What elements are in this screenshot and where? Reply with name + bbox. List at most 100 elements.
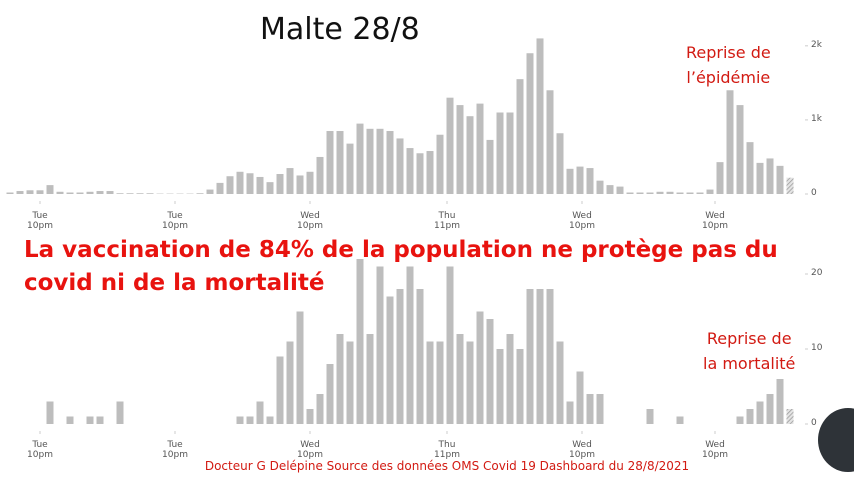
bar [396, 138, 404, 194]
bar [486, 139, 494, 194]
bar [266, 416, 274, 424]
bar [516, 349, 524, 424]
x-tick-label: Wed 10pm [297, 211, 323, 231]
bar [746, 142, 754, 194]
bar [686, 192, 694, 194]
annotation: Reprise de la mortalité [703, 329, 796, 373]
bar [756, 162, 764, 194]
bar [556, 341, 564, 424]
bar [96, 416, 104, 424]
bar [116, 193, 124, 194]
bar [486, 319, 494, 424]
bar [516, 79, 524, 194]
bar [106, 191, 114, 194]
bar [576, 166, 584, 194]
x-tick-label: Tue 10pm [162, 440, 188, 460]
bar [266, 182, 274, 194]
bar [316, 156, 324, 194]
bar [376, 266, 384, 424]
bar [596, 180, 604, 194]
bar [466, 341, 474, 424]
bar [776, 379, 784, 424]
bar [746, 409, 754, 424]
y-tick-label: 0 [811, 418, 817, 428]
x-tick-label: Wed 10pm [702, 440, 728, 460]
bar [336, 334, 344, 424]
bar [506, 334, 514, 424]
x-tick-label: Thu 11pm [434, 440, 460, 460]
y-tick-label: 2k [811, 39, 822, 50]
y-tick-label: 1k [811, 113, 822, 124]
bar [586, 394, 594, 424]
bar [476, 311, 484, 424]
bar [776, 165, 784, 194]
bar [66, 192, 74, 194]
bar [566, 401, 574, 424]
bar [126, 193, 134, 194]
headline: La vaccination de 84% de la population n… [24, 237, 778, 296]
bar [546, 90, 554, 194]
bar [506, 112, 514, 194]
bar [676, 192, 684, 194]
bar [236, 416, 244, 424]
bar [56, 191, 64, 194]
bar [116, 401, 124, 424]
bar [376, 128, 384, 194]
chart-title: Malte 28/8 [260, 12, 420, 47]
bar [496, 349, 504, 424]
bar [696, 192, 704, 194]
bar [236, 171, 244, 194]
bar [356, 123, 364, 194]
bar [676, 416, 684, 424]
bar [306, 171, 314, 194]
bar [66, 416, 74, 424]
bar [786, 177, 794, 194]
bar [736, 416, 744, 424]
bar [6, 192, 14, 194]
bar [656, 191, 664, 194]
bar [306, 409, 314, 424]
bar [536, 38, 544, 195]
bar [726, 90, 734, 194]
bar [436, 341, 444, 424]
bar [256, 401, 264, 424]
x-tick-label: Tue 10pm [27, 211, 53, 231]
bar [316, 394, 324, 424]
bar [46, 401, 54, 424]
bar [426, 341, 434, 424]
bar [246, 173, 254, 194]
bar [556, 133, 564, 194]
bar [366, 334, 374, 424]
bar [706, 189, 714, 194]
bar [786, 409, 794, 424]
bar [246, 416, 254, 424]
bar [626, 192, 634, 194]
bar [366, 128, 374, 194]
bar [406, 148, 414, 194]
bar [276, 356, 284, 424]
bar [256, 176, 264, 194]
bar [566, 168, 574, 194]
bar [286, 168, 294, 194]
bar [276, 173, 284, 194]
bar [496, 112, 504, 194]
x-tick-label: Wed 10pm [702, 211, 728, 231]
bar [76, 192, 84, 194]
bar [646, 192, 654, 194]
bar [446, 97, 454, 194]
bar [356, 259, 364, 424]
bar [206, 189, 214, 194]
bar [296, 175, 304, 194]
bar [426, 151, 434, 194]
bar [406, 266, 414, 424]
bar [16, 191, 24, 194]
bar [296, 311, 304, 424]
bar [586, 168, 594, 194]
bar [766, 158, 774, 194]
bar [326, 364, 334, 424]
bar [346, 143, 354, 194]
bar [26, 190, 34, 194]
bar [436, 134, 444, 194]
